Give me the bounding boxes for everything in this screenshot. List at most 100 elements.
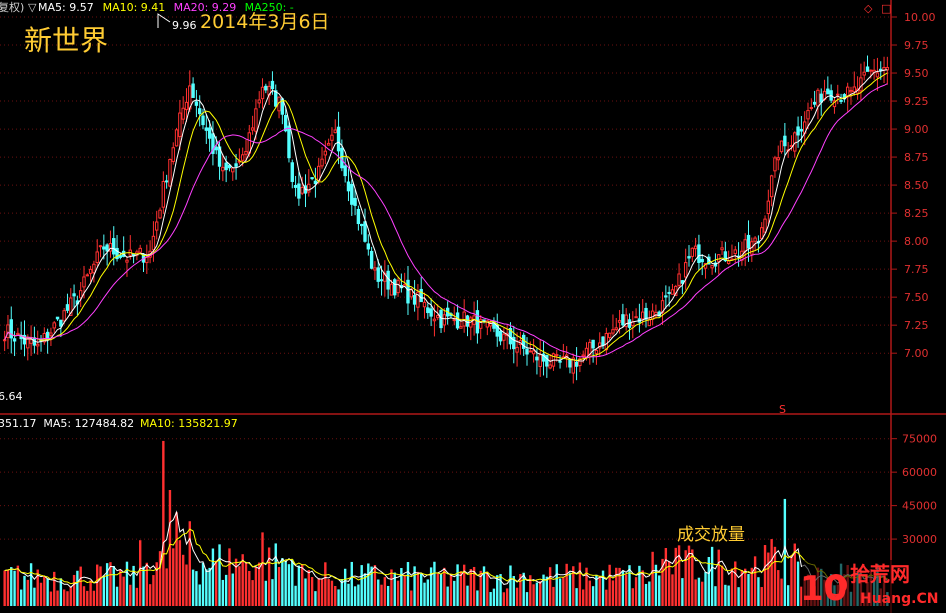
candle-body [525,348,529,355]
volume-bar [36,569,39,606]
candle-body [555,354,559,357]
volume-bar [674,547,677,606]
candle-body [373,267,377,271]
volume-bar [426,579,430,606]
candle-body [733,249,737,255]
candle-body [22,334,27,345]
volume-bar [343,568,347,606]
candle-body [270,80,275,90]
candle-body [366,243,371,250]
volume-bar [800,586,803,606]
candle-body [201,115,205,126]
candle-body [350,183,354,205]
candle-body [806,110,810,120]
volume-bar [62,589,66,606]
volume-bar [743,568,747,606]
volume-bar [651,551,654,606]
volume-bar [581,589,585,606]
candle-body [416,291,420,308]
candle-body [588,341,592,356]
candle-body [108,242,113,252]
volume-bar [314,591,317,606]
volume-bar [634,577,638,606]
candle-body [528,350,533,353]
volume-bar [267,547,271,606]
volume-bar [658,575,661,606]
volume-bar [254,567,258,606]
volume-bar [486,571,489,606]
volume-bar [443,567,446,606]
candle-body [297,183,301,199]
volume-bar [334,585,337,606]
volume-bar [152,575,155,606]
volume-bar [218,544,221,606]
volume-bar [476,590,479,606]
candle-body [760,227,764,239]
ma20-line [4,83,888,358]
volume-bar [370,566,373,606]
volume-tick-label: 45000 [902,500,937,513]
volume-bar [19,589,23,606]
candle-body [62,310,66,322]
volume-bar [324,562,327,606]
volume-bar [26,579,29,606]
ma5-line [4,69,888,362]
candle-body [697,244,701,264]
volume-bar [340,579,344,606]
candle-body [485,320,490,328]
candle-body [174,129,179,147]
candle-body [340,147,344,169]
volume-bar [691,549,694,606]
volume-bar [231,573,234,606]
candle-body [178,112,182,138]
volume-bar [221,579,225,606]
volume-bar [69,586,72,606]
candle-body [379,279,384,282]
volume-bar [522,572,525,606]
volume-bar [271,579,274,606]
candle-body [300,187,304,194]
volume-bar [72,574,76,606]
volume-bar [413,566,416,606]
candle-body [330,134,334,141]
volume-bar [49,591,53,606]
candle-body [12,338,17,342]
volume-bar [624,574,628,606]
volume-bar [400,568,403,606]
candle-body [452,319,456,322]
volume-bar [588,580,592,606]
volume-bar [509,565,512,606]
volume-bar [360,565,363,606]
volume-bar [317,578,320,606]
volume-bar [185,564,188,606]
candle-body [396,280,400,294]
candle-body [16,332,20,336]
candle-body [690,247,694,257]
candle-body [498,330,503,342]
candle-body [320,158,324,167]
candle-body [700,258,704,263]
candle-body [42,333,47,343]
candle-body [819,93,823,103]
volume-bar [112,565,115,606]
volume-bar [664,548,668,606]
candle-body [393,279,397,296]
volume-bar [737,587,740,606]
volume-legend-item: 351.17 [0,417,37,430]
candle-body [558,360,562,363]
candle-body [254,108,258,132]
volume-bar [763,545,767,606]
candle-body [92,263,96,274]
diamond-icon: ◇ [864,2,873,15]
price-tick-label: 7.75 [904,263,929,276]
candle-body [207,127,212,139]
volume-bar [261,532,264,606]
volume-bar [39,582,43,606]
candle-body [55,316,60,320]
volume-bar [122,576,125,606]
volume-annotation: 成交放量 [677,525,745,545]
watermark-text: 拾荒网 [850,562,910,586]
candle-body [502,333,506,341]
